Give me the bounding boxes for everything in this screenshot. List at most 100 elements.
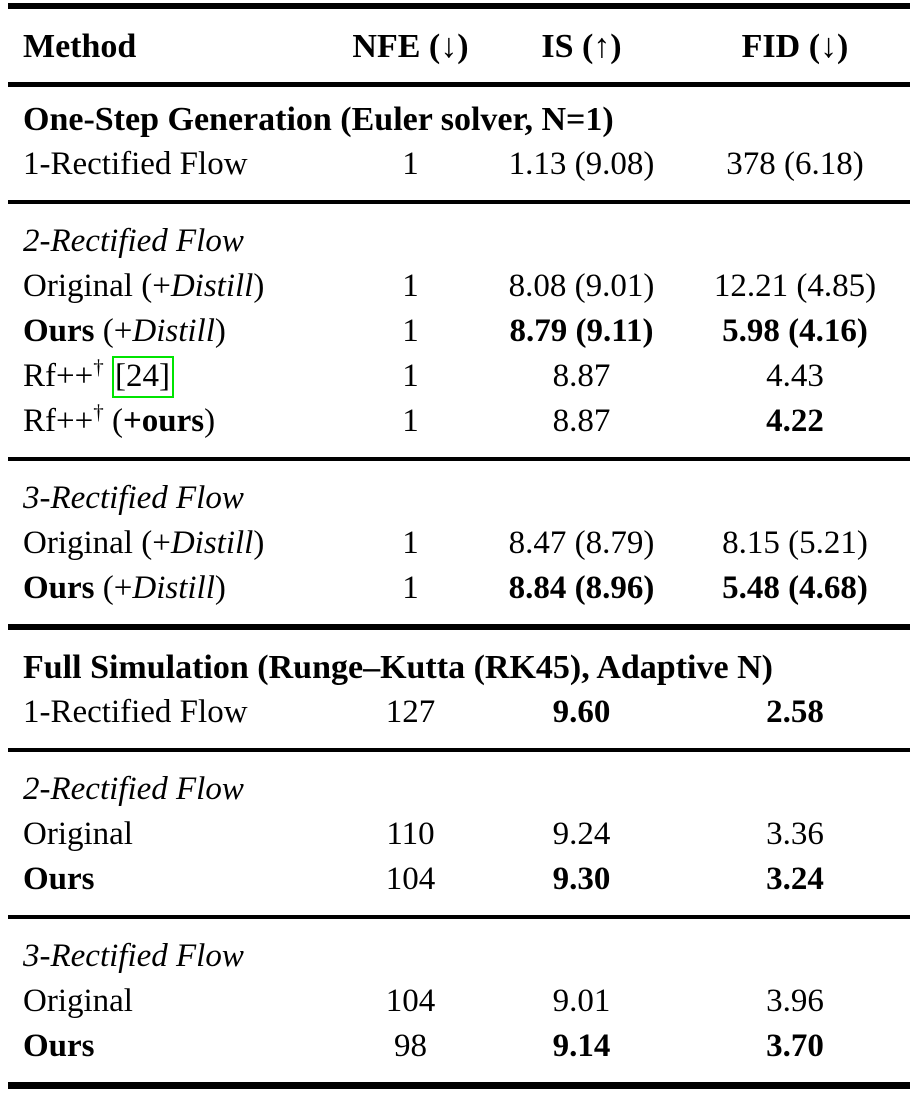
header-is: IS (↑) [483,6,680,87]
text-segment: ) [253,268,265,304]
text-segment: 1 [402,570,419,606]
text-segment: 378 (6.18) [726,146,864,182]
text-segment: 1 [402,525,419,561]
text-segment: 8.47 (8.79) [508,525,655,561]
table-row: Rf++† [24] 1 8.87 4.43 [8,354,910,399]
cell-nfe: 98 [338,1024,483,1086]
text-segment: Ours [23,861,95,897]
cell-fid: 3.96 [680,979,910,1024]
cell-method: Ours [8,1024,338,1086]
cell-method: Rf++† (+ours) [8,399,338,459]
subsection-title: 3-Rectified Flow [8,457,910,521]
text-segment: One-Step Generation (Euler solver, N=1) [23,101,614,138]
cell-method: Original [8,979,338,1024]
cell-is: 8.08 (9.01) [483,264,680,309]
text-segment: 1.13 (9.08) [508,146,655,182]
text-segment [104,358,112,394]
text-segment: 2.58 [766,694,824,730]
text-segment: Original [23,816,133,852]
cell-method: 1-Rectified Flow [8,690,338,750]
text-segment: 110 [386,816,435,852]
cell-is: 8.84 (8.96) [483,566,680,627]
citation-link[interactable]: [24] [111,356,174,398]
text-segment: 9.60 [552,694,611,730]
cell-is: 1.13 (9.08) [483,142,680,202]
text-segment: 1 [402,313,419,349]
text-segment: 1 [402,358,419,394]
text-segment: Ours [23,313,95,349]
subsection-row: 2-Rectified Flow [8,200,910,264]
table-row: Ours (+Distill) 1 8.84 (8.96) 5.48 (4.68) [8,566,910,627]
cell-nfe: 1 [338,354,483,399]
subsection-title: 2-Rectified Flow [8,200,910,264]
cell-method: Ours (+Distill) [8,566,338,627]
cell-fid: 5.98 (4.16) [680,309,910,354]
subsection-title: 3-Rectified Flow [8,915,910,979]
text-segment: 3.70 [766,1028,824,1064]
results-table-header: Method NFE (↓) IS (↑) FID (↓) [8,6,910,87]
cell-is: 9.01 [483,979,680,1024]
table-row: Rf++† (+ours) 1 8.87 4.22 [8,399,910,459]
cell-fid: 4.43 [680,354,910,399]
subsection-row: 2-Rectified Flow [8,748,910,812]
text-segment: 9.01 [552,983,611,1019]
text-segment: † [93,400,104,424]
text-segment: 1 [402,268,419,304]
table-row: Ours 104 9.30 3.24 [8,857,910,917]
cell-method: Original (+Distill) [8,521,338,566]
text-segment: 4.22 [766,403,824,439]
cell-nfe: 1 [338,264,483,309]
text-segment: ) [214,313,226,349]
cell-fid: 3.24 [680,857,910,917]
text-segment: 3-Rectified Flow [23,938,244,974]
text-segment: 9.24 [552,816,611,852]
text-segment: 104 [385,861,436,897]
header-nfe: NFE (↓) [338,6,483,87]
text-segment: 98 [394,1028,427,1064]
cell-is: 9.14 [483,1024,680,1086]
text-segment: (+ [94,313,133,349]
text-segment: 8.08 (9.01) [508,268,655,304]
cell-nfe: 1 [338,521,483,566]
text-segment: 9.30 [552,861,611,897]
cell-method: Original [8,812,338,857]
cell-nfe: 1 [338,566,483,627]
text-segment: 3.36 [766,816,824,852]
text-segment: 3.24 [766,861,824,897]
cell-method: 1-Rectified Flow [8,142,338,202]
cell-method: Ours (+Distill) [8,309,338,354]
text-segment: Rf++ [23,358,94,394]
cell-is: 8.87 [483,399,680,459]
section-row: One-Step Generation (Euler solver, N=1) [8,85,910,143]
cell-nfe: 1 [338,142,483,202]
text-segment: (+ [94,570,133,606]
subsection-row: 3-Rectified Flow [8,457,910,521]
cell-nfe: 127 [338,690,483,750]
text-segment: Distill [170,268,254,304]
cell-is: 9.30 [483,857,680,917]
text-segment: 2-Rectified Flow [23,223,244,259]
text-segment: 4.43 [766,358,824,394]
cell-is: 8.47 (8.79) [483,521,680,566]
text-segment: Ours [23,1028,95,1064]
table-row: Original (+Distill) 1 8.47 (8.79) 8.15 (5.2… [8,521,910,566]
subsection-title: 2-Rectified Flow [8,748,910,812]
table-row: Ours 98 9.14 3.70 [8,1024,910,1086]
text-segment: Distill [132,570,215,606]
cell-fid: 12.21 (4.85) [680,264,910,309]
text-segment: 1-Rectified Flow [23,146,248,182]
cell-method: Rf++† [24] [8,354,338,399]
text-segment: 3-Rectified Flow [23,480,244,516]
header-fid: FID (↓) [680,6,910,87]
text-segment: Full Simulation (Runge–Kutta (RK45), Ada… [23,649,773,686]
text-segment: ) [204,403,216,439]
cell-is: 8.87 [483,354,680,399]
section-row: Full Simulation (Runge–Kutta (RK45), Ada… [8,624,910,690]
cell-fid: 3.70 [680,1024,910,1086]
cell-fid: 4.22 [680,399,910,459]
text-segment: Distill [132,313,215,349]
text-segment: 12.21 (4.85) [713,268,877,304]
cell-method: Original (+Distill) [8,264,338,309]
text-segment: ) [253,525,265,561]
text-segment: 5.98 (4.16) [722,313,868,349]
